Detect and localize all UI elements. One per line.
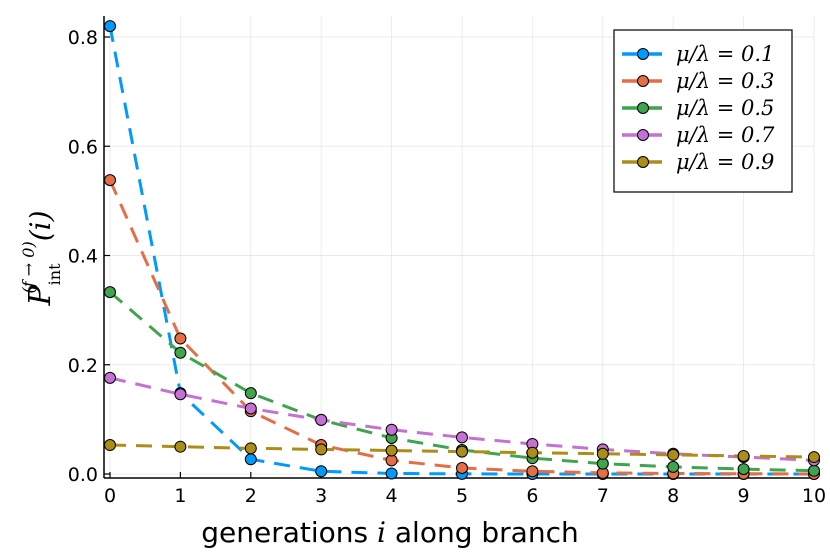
y-tick-label: 0.8 xyxy=(68,27,98,49)
legend-label: μ/λ = 0.3 xyxy=(676,69,774,93)
data-point xyxy=(385,423,398,436)
y-tick-labels: 0.0 0.2 0.4 0.6 0.8 xyxy=(68,27,98,486)
y-tick-label: 0.6 xyxy=(68,136,98,158)
series xyxy=(104,439,820,464)
legend-label: μ/λ = 0.9 xyxy=(676,150,774,174)
data-point xyxy=(385,467,398,480)
data-point xyxy=(667,460,680,473)
series xyxy=(104,174,820,480)
data-point xyxy=(104,20,116,33)
legend-item: μ/λ = 0.1 xyxy=(622,42,774,66)
data-point xyxy=(244,402,257,415)
data-point xyxy=(808,464,820,477)
data-point xyxy=(174,346,187,359)
x-tick-label: 10 xyxy=(802,485,826,507)
data-point xyxy=(244,387,257,400)
data-point xyxy=(737,463,750,476)
svg-text:Pint(f → 0)(i): Pint(f → 0)(i) xyxy=(19,210,64,306)
data-point xyxy=(667,448,680,461)
data-point xyxy=(456,461,468,474)
legend-label: μ/λ = 0.1 xyxy=(676,42,774,66)
data-point xyxy=(456,445,468,458)
legend-swatch-marker xyxy=(637,156,649,168)
data-point xyxy=(737,449,750,462)
data-point xyxy=(315,443,328,456)
legend-swatch-marker xyxy=(637,102,649,114)
x-tick-label: 3 xyxy=(315,485,327,507)
data-point xyxy=(315,413,328,426)
x-tick-label: 9 xyxy=(738,485,750,507)
data-point xyxy=(244,442,257,455)
data-point xyxy=(808,451,820,464)
legend-item: μ/λ = 0.9 xyxy=(622,150,774,174)
x-tick-labels: 0 1 2 3 4 5 6 7 8 9 10 xyxy=(104,485,826,507)
data-point xyxy=(244,453,257,466)
series-group xyxy=(104,20,820,480)
data-point xyxy=(104,439,116,452)
legend-swatch-marker xyxy=(637,75,649,87)
y-tick-label: 0.2 xyxy=(68,355,98,377)
data-point xyxy=(385,444,398,457)
x-tick-label: 1 xyxy=(174,485,186,507)
data-point xyxy=(104,174,116,187)
data-point xyxy=(174,388,187,401)
x-tick-label: 6 xyxy=(526,485,538,507)
data-point xyxy=(526,446,539,459)
legend: μ/λ = 0.1 μ/λ = 0.3 μ/λ = 0.5 μ/λ = 0.7 μ/λ … xyxy=(613,29,793,193)
data-point xyxy=(104,371,116,384)
legend-item: μ/λ = 0.7 xyxy=(622,123,775,147)
data-point xyxy=(104,286,116,299)
data-point xyxy=(526,465,539,478)
x-axis-label: generations i along branch xyxy=(201,516,578,549)
x-tick-label: 5 xyxy=(456,485,468,507)
data-point xyxy=(174,332,187,345)
y-tick-label: 0.0 xyxy=(68,464,98,486)
legend-label: μ/λ = 0.7 xyxy=(676,123,775,147)
x-tick-label: 2 xyxy=(245,485,257,507)
x-tick-label: 7 xyxy=(597,485,609,507)
legend-item: μ/λ = 0.3 xyxy=(622,69,774,93)
x-tick-label: 0 xyxy=(104,485,116,507)
data-point xyxy=(174,440,187,453)
data-point xyxy=(315,465,328,478)
data-point xyxy=(596,447,609,460)
legend-label: μ/λ = 0.5 xyxy=(676,96,774,120)
legend-swatch-marker xyxy=(637,48,649,60)
x-tick-label: 8 xyxy=(667,485,679,507)
grid xyxy=(109,16,815,475)
data-point xyxy=(456,431,468,444)
y-axis-label: Pint(f → 0)(i) xyxy=(19,210,64,306)
legend-item: μ/λ = 0.5 xyxy=(622,96,774,120)
legend-swatch-marker xyxy=(637,129,649,141)
x-tick-label: 4 xyxy=(386,485,398,507)
y-tick-label: 0.4 xyxy=(68,246,98,268)
